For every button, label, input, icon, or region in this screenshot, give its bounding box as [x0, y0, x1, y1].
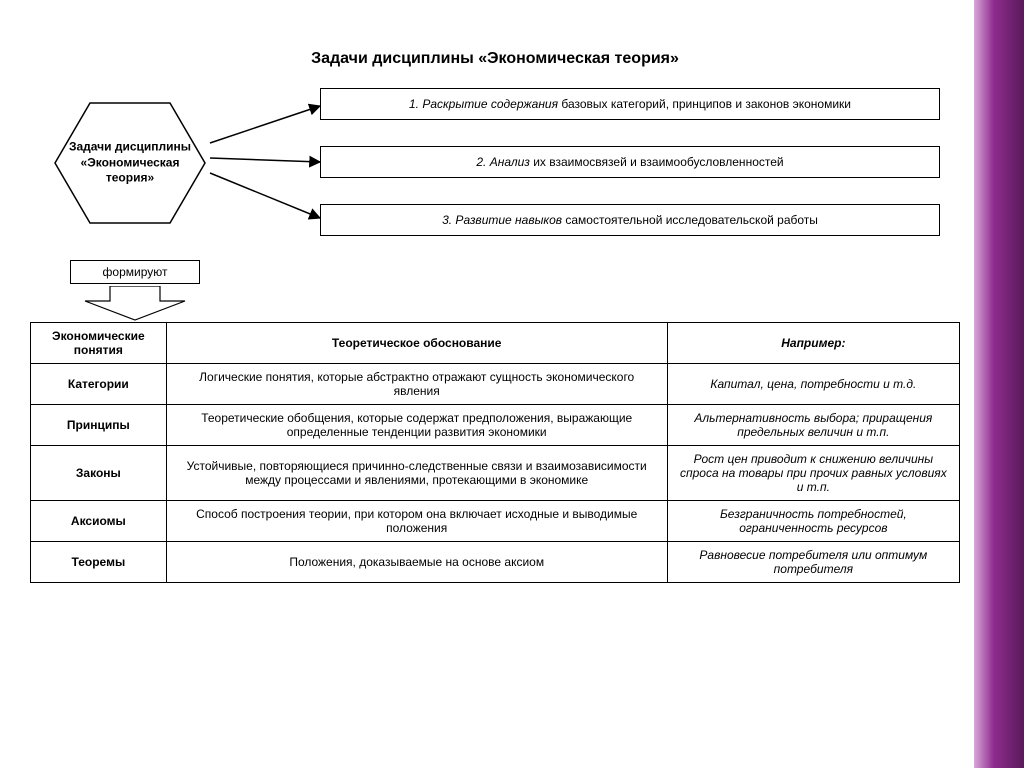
cell-desc: Логические понятия, которые абстрактно о… — [166, 364, 667, 405]
th-example: Например: — [667, 323, 959, 364]
th-concept: Экономические понятия — [31, 323, 167, 364]
task-lead: 1. Раскрытие содержания — [409, 97, 558, 111]
cell-example: Рост цен приводит к снижению величины сп… — [667, 446, 959, 501]
cell-example: Альтернативность выбора; приращения пред… — [667, 405, 959, 446]
cell-concept: Аксиомы — [31, 501, 167, 542]
cell-concept: Принципы — [31, 405, 167, 446]
hexagon-label: Задачи дисциплины «Экономическая теория» — [65, 140, 195, 187]
table-row: ПринципыТеоретические обобщения, которые… — [31, 405, 960, 446]
cell-desc: Способ построения теории, при котором он… — [166, 501, 667, 542]
hexagon-node: Задачи дисциплины «Экономическая теория» — [50, 98, 210, 228]
table-row: ЗаконыУстойчивые, повторяющиеся причинно… — [31, 446, 960, 501]
task-box-2: 2. Анализ их взаимосвязей и взаимообусло… — [320, 146, 940, 178]
side-decor-strip — [974, 0, 1024, 768]
task-rest: самостоятельной исследовательской работы — [562, 213, 818, 227]
cell-concept: Законы — [31, 446, 167, 501]
cell-example: Равновесие потребителя или оптимум потре… — [667, 542, 959, 583]
form-label-box: формируют — [70, 260, 200, 284]
task-box-3: 3. Развитие навыков самостоятельной иссл… — [320, 204, 940, 236]
table-header-row: Экономические понятия Теоретическое обос… — [31, 323, 960, 364]
cell-concept: Категории — [31, 364, 167, 405]
task-lead: 2. Анализ — [476, 155, 530, 169]
arrows-to-tasks — [205, 88, 335, 248]
task-rest: базовых категорий, принципов и законов э… — [558, 97, 851, 111]
task-rest: их взаимосвязей и взаимообусловленностей — [530, 155, 784, 169]
table-row: КатегорииЛогические понятия, которые абс… — [31, 364, 960, 405]
task-lead: 3. Развитие навыков — [442, 213, 562, 227]
table-row: АксиомыСпособ построения теории, при кот… — [31, 501, 960, 542]
slide-title: Задачи дисциплины «Экономическая теория» — [30, 50, 960, 68]
cell-example: Безграничность потребностей, ограниченно… — [667, 501, 959, 542]
th-desc: Теоретическое обоснование — [166, 323, 667, 364]
down-arrow-icon — [80, 286, 190, 321]
cell-desc: Положения, доказываемые на основе аксиом — [166, 542, 667, 583]
slide-content: Задачи дисциплины «Экономическая теория»… — [30, 50, 960, 583]
table-body: КатегорииЛогические понятия, которые абс… — [31, 364, 960, 583]
task-box-1: 1. Раскрытие содержания базовых категори… — [320, 88, 940, 120]
diagram-top: Задачи дисциплины «Экономическая теория»… — [30, 88, 960, 278]
cell-concept: Теоремы — [31, 542, 167, 583]
table-row: ТеоремыПоложения, доказываемые на основе… — [31, 542, 960, 583]
cell-desc: Устойчивые, повторяющиеся причинно-следс… — [166, 446, 667, 501]
cell-desc: Теоретические обобщения, которые содержа… — [166, 405, 667, 446]
concepts-table: Экономические понятия Теоретическое обос… — [30, 322, 960, 583]
cell-example: Капитал, цена, потребности и т.д. — [667, 364, 959, 405]
